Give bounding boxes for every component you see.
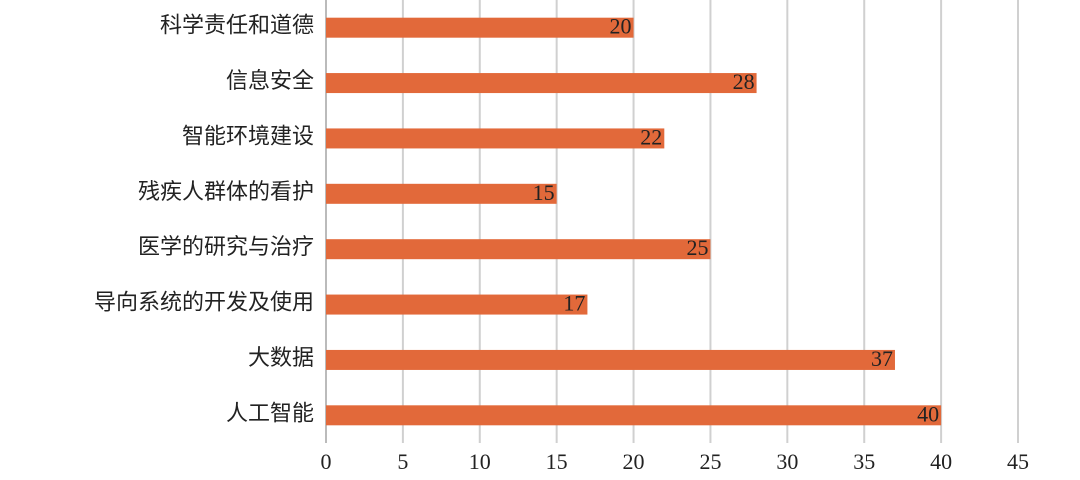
y-tick-label: 人工智能 [226,400,314,425]
x-tick-label: 30 [776,449,798,474]
y-tick-label: 科学责任和道德 [160,13,314,38]
value-label: 15 [533,180,555,205]
bar [326,128,665,149]
x-tick-label: 5 [397,449,408,474]
bar [326,183,557,204]
value-label: 17 [563,291,585,316]
x-tick-label: 15 [546,449,568,474]
value-label: 22 [640,124,662,149]
value-label: 28 [733,69,755,94]
x-tick-label: 20 [623,449,645,474]
x-tick-label: 45 [1007,449,1029,474]
x-tick-label: 0 [321,449,332,474]
x-tick-label: 35 [853,449,875,474]
bar [326,239,711,260]
y-tick-label: 大数据 [248,345,314,370]
y-tick-label: 信息安全 [226,68,314,93]
x-tick-label: 25 [699,449,721,474]
x-tick-label: 10 [469,449,491,474]
bar [326,405,942,426]
y-tick-label: 智能环境建设 [182,123,314,148]
y-tick-label: 残疾人群体的看护 [138,179,314,204]
bar [326,17,634,38]
value-label: 40 [917,401,939,426]
y-tick-label: 医学的研究与治疗 [138,234,314,259]
bar [326,294,588,315]
bar [326,73,757,94]
value-label: 20 [610,14,632,39]
value-label: 25 [686,235,708,260]
value-label: 37 [871,346,893,371]
bar [326,349,895,370]
y-tick-label: 导向系统的开发及使用 [94,290,314,315]
x-tick-label: 40 [930,449,952,474]
